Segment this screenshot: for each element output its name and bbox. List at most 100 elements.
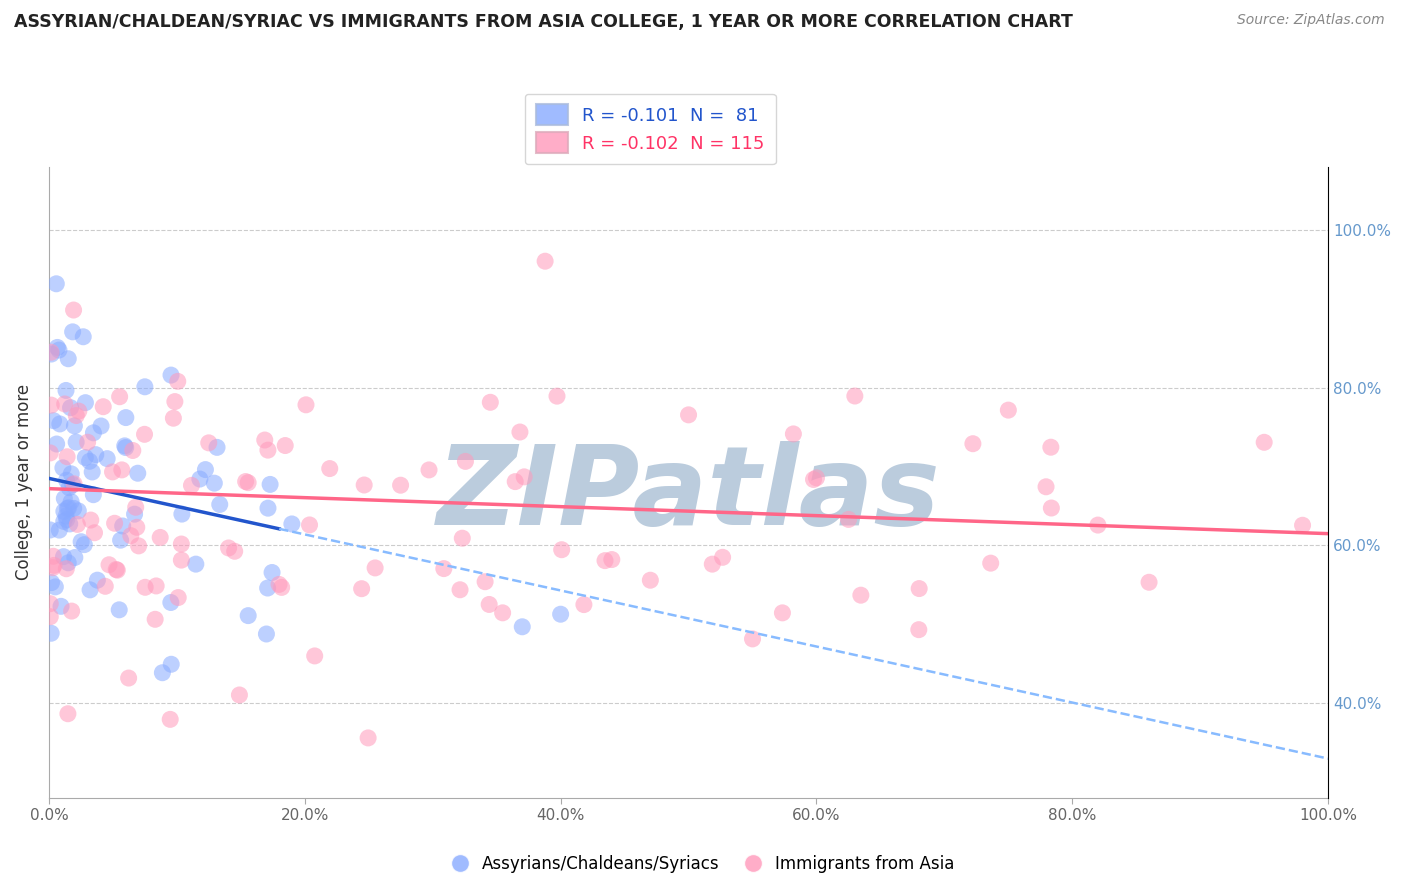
Point <box>782 426 804 441</box>
Point <box>167 591 190 605</box>
Point <box>997 403 1019 417</box>
Point <box>907 623 929 637</box>
Point <box>44 580 66 594</box>
Point <box>98 558 121 572</box>
Point <box>94 579 117 593</box>
Point <box>188 472 211 486</box>
Point <box>105 563 128 577</box>
Point <box>640 573 662 587</box>
Point <box>546 389 568 403</box>
Point <box>1087 518 1109 533</box>
Point <box>224 544 246 558</box>
Point <box>49 599 72 614</box>
Text: Source: ZipAtlas.com: Source: ZipAtlas.com <box>1237 13 1385 28</box>
Point <box>55 562 77 576</box>
Point <box>134 427 156 442</box>
Point <box>86 573 108 587</box>
Point <box>101 465 124 479</box>
Point <box>162 411 184 425</box>
Point <box>65 435 87 450</box>
Point <box>125 520 148 534</box>
Point <box>73 538 96 552</box>
Point <box>41 575 63 590</box>
Point <box>150 665 173 680</box>
Point <box>218 541 240 555</box>
Point <box>503 475 526 489</box>
Point <box>49 417 72 431</box>
Point <box>53 397 76 411</box>
Point <box>170 507 193 521</box>
Point <box>803 473 825 487</box>
Point <box>389 478 412 492</box>
Point <box>449 582 471 597</box>
Point <box>600 552 623 566</box>
Point <box>281 516 304 531</box>
Point <box>117 671 139 685</box>
Point <box>55 384 77 398</box>
Point <box>62 477 84 491</box>
Point <box>111 519 134 533</box>
Point <box>46 340 69 354</box>
Point <box>39 523 62 537</box>
Point <box>678 408 700 422</box>
Point <box>184 557 207 571</box>
Point <box>114 441 136 455</box>
Point <box>121 443 143 458</box>
Point <box>257 443 280 458</box>
Point <box>58 500 80 515</box>
Point <box>180 478 202 492</box>
Point <box>127 467 149 481</box>
Point <box>1035 480 1057 494</box>
Point <box>48 343 70 357</box>
Point <box>52 460 75 475</box>
Point <box>82 425 104 440</box>
Point <box>572 598 595 612</box>
Point <box>42 560 65 574</box>
Point <box>39 609 62 624</box>
Point <box>149 530 172 544</box>
Point <box>474 574 496 589</box>
Point <box>479 395 502 409</box>
Point <box>260 566 283 580</box>
Point <box>110 533 132 548</box>
Point <box>62 501 84 516</box>
Point <box>111 463 134 477</box>
Point <box>63 476 86 491</box>
Point <box>849 588 872 602</box>
Point <box>59 401 82 415</box>
Point <box>163 394 186 409</box>
Point <box>454 454 477 468</box>
Point <box>62 303 84 318</box>
Point <box>53 491 76 506</box>
Point <box>58 351 80 366</box>
Point <box>228 688 250 702</box>
Point <box>433 561 456 575</box>
Point <box>238 608 260 623</box>
Point <box>56 501 79 516</box>
Point <box>96 451 118 466</box>
Point <box>319 461 342 475</box>
Point <box>908 582 931 596</box>
Point <box>55 509 77 524</box>
Point <box>67 504 90 518</box>
Point <box>60 494 83 508</box>
Point <box>105 562 128 576</box>
Legend: R = -0.101  N =  81, R = -0.102  N = 115: R = -0.101 N = 81, R = -0.102 N = 115 <box>524 94 776 164</box>
Point <box>52 515 75 529</box>
Point <box>72 330 94 344</box>
Point <box>66 517 89 532</box>
Point <box>114 439 136 453</box>
Point <box>1137 575 1160 590</box>
Point <box>1291 518 1313 533</box>
Point <box>52 549 75 564</box>
Point <box>114 410 136 425</box>
Point <box>451 531 474 545</box>
Point <box>160 595 183 609</box>
Point <box>90 419 112 434</box>
Point <box>45 277 67 291</box>
Point <box>711 550 734 565</box>
Point <box>56 450 79 464</box>
Point <box>593 554 616 568</box>
Point <box>256 581 278 595</box>
Point <box>62 325 84 339</box>
